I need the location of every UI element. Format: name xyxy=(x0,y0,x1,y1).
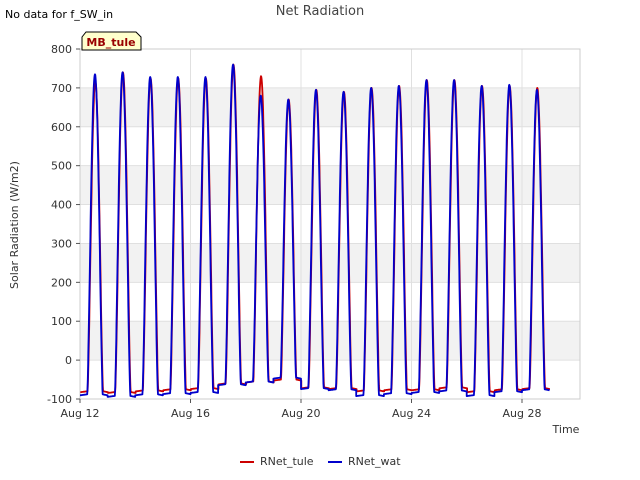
plot-area-border xyxy=(79,48,581,400)
legend: RNet_tule RNet_wat xyxy=(240,455,401,468)
y-tick-label: 100 xyxy=(51,315,72,328)
background-band xyxy=(80,126,580,166)
x-tick-label: Aug 28 xyxy=(502,407,541,420)
y-tick-label: 800 xyxy=(51,43,72,56)
y-tick-label: 700 xyxy=(51,82,72,95)
y-tick-label: 500 xyxy=(51,160,72,173)
y-tick-label: 200 xyxy=(51,276,72,289)
series-layer xyxy=(79,63,551,398)
x-tick-label: Aug 16 xyxy=(171,407,210,420)
site-label-box: MB_tule xyxy=(81,31,142,51)
chart-title: Net Radiation xyxy=(276,4,364,19)
background-band xyxy=(80,49,580,88)
x-tick-label: Aug 12 xyxy=(61,407,100,420)
series-line-rnet-wat xyxy=(79,63,551,398)
legend-label-rnet-wat: RNet_wat xyxy=(348,455,401,468)
background-band xyxy=(80,360,580,399)
x-axis-label: Time xyxy=(552,423,580,436)
y-tick-label: 600 xyxy=(51,121,72,134)
background-band xyxy=(80,87,580,127)
no-data-note: No data for f_SW_in xyxy=(5,8,113,21)
background-band xyxy=(80,321,580,361)
x-tick-label: Aug 20 xyxy=(282,407,321,420)
site-label-background xyxy=(81,31,142,51)
y-tick-label: 400 xyxy=(51,199,72,212)
y-tick-label: 0 xyxy=(65,354,72,367)
site-label: MB_tule xyxy=(86,36,135,49)
x-tick-label: Aug 24 xyxy=(392,407,431,420)
plot-background-bands xyxy=(80,49,580,399)
y-axis-ticks: -100 0 100 200 300 400 500 600 700 800 xyxy=(47,43,80,406)
y-tick-label: 300 xyxy=(51,237,72,250)
x-axis-ticks: Aug 12 Aug 16 Aug 20 Aug 24 Aug 28 xyxy=(61,399,541,420)
background-band xyxy=(80,165,580,205)
y-tick-label: -100 xyxy=(47,393,72,406)
background-band xyxy=(80,282,580,322)
background-band xyxy=(80,204,580,244)
background-band xyxy=(80,243,580,283)
y-axis-label: Solar Radiation (W/m2) xyxy=(8,161,21,289)
legend-label-rnet-tule: RNet_tule xyxy=(260,455,314,468)
